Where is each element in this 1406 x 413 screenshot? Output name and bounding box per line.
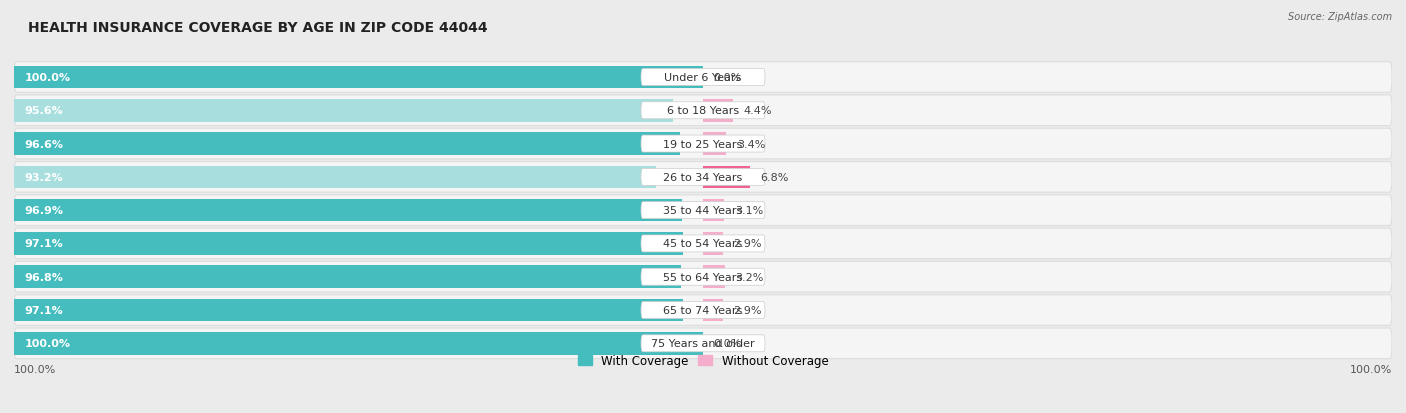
Bar: [703, 199, 724, 222]
Text: 6 to 18 Years: 6 to 18 Years: [666, 106, 740, 116]
Text: 97.1%: 97.1%: [24, 305, 63, 315]
FancyBboxPatch shape: [14, 129, 1392, 159]
Text: 3.4%: 3.4%: [737, 139, 765, 149]
Bar: [14, 66, 703, 89]
Bar: [703, 133, 727, 156]
Text: 95.6%: 95.6%: [24, 106, 63, 116]
Text: Under 6 Years: Under 6 Years: [665, 73, 741, 83]
Bar: [14, 166, 657, 189]
Bar: [703, 266, 725, 288]
Bar: [703, 299, 723, 322]
FancyBboxPatch shape: [641, 102, 765, 119]
Bar: [14, 332, 703, 355]
Text: 2.9%: 2.9%: [734, 305, 762, 315]
FancyBboxPatch shape: [641, 136, 765, 153]
Text: 26 to 34 Years: 26 to 34 Years: [664, 173, 742, 183]
Text: 19 to 25 Years: 19 to 25 Years: [664, 139, 742, 149]
Text: 2.9%: 2.9%: [734, 239, 762, 249]
Bar: [703, 233, 723, 255]
Bar: [14, 133, 679, 156]
Text: 75 Years and older: 75 Years and older: [651, 339, 755, 349]
Legend: With Coverage, Without Coverage: With Coverage, Without Coverage: [572, 350, 834, 372]
FancyBboxPatch shape: [641, 235, 765, 252]
Text: 100.0%: 100.0%: [24, 339, 70, 349]
Bar: [14, 266, 681, 288]
FancyBboxPatch shape: [14, 62, 1392, 93]
Text: 96.6%: 96.6%: [24, 139, 63, 149]
Text: 96.9%: 96.9%: [24, 206, 63, 216]
FancyBboxPatch shape: [641, 335, 765, 352]
Text: 93.2%: 93.2%: [24, 173, 63, 183]
Text: 96.8%: 96.8%: [24, 272, 63, 282]
FancyBboxPatch shape: [14, 96, 1392, 126]
Bar: [14, 233, 683, 255]
Bar: [14, 299, 683, 322]
FancyBboxPatch shape: [641, 169, 765, 186]
FancyBboxPatch shape: [641, 268, 765, 285]
Text: 0.0%: 0.0%: [713, 339, 741, 349]
Bar: [703, 166, 749, 189]
FancyBboxPatch shape: [14, 262, 1392, 292]
Text: 6.8%: 6.8%: [761, 173, 789, 183]
FancyBboxPatch shape: [641, 302, 765, 319]
Text: 100.0%: 100.0%: [14, 364, 56, 374]
Text: 97.1%: 97.1%: [24, 239, 63, 249]
Bar: [14, 199, 682, 222]
Text: 4.4%: 4.4%: [744, 106, 772, 116]
FancyBboxPatch shape: [641, 69, 765, 86]
Text: 0.0%: 0.0%: [713, 73, 741, 83]
Text: HEALTH INSURANCE COVERAGE BY AGE IN ZIP CODE 44044: HEALTH INSURANCE COVERAGE BY AGE IN ZIP …: [28, 21, 488, 35]
FancyBboxPatch shape: [14, 195, 1392, 226]
Text: 100.0%: 100.0%: [24, 73, 70, 83]
Text: 45 to 54 Years: 45 to 54 Years: [664, 239, 742, 249]
Bar: [14, 100, 672, 122]
Text: 65 to 74 Years: 65 to 74 Years: [664, 305, 742, 315]
FancyBboxPatch shape: [14, 328, 1392, 359]
Text: 55 to 64 Years: 55 to 64 Years: [664, 272, 742, 282]
Text: 3.2%: 3.2%: [735, 272, 763, 282]
FancyBboxPatch shape: [14, 228, 1392, 259]
Text: 3.1%: 3.1%: [735, 206, 763, 216]
Text: Source: ZipAtlas.com: Source: ZipAtlas.com: [1288, 12, 1392, 22]
Bar: [703, 100, 734, 122]
FancyBboxPatch shape: [641, 202, 765, 219]
FancyBboxPatch shape: [14, 162, 1392, 193]
Text: 100.0%: 100.0%: [1350, 364, 1392, 374]
Text: 35 to 44 Years: 35 to 44 Years: [664, 206, 742, 216]
FancyBboxPatch shape: [14, 295, 1392, 325]
